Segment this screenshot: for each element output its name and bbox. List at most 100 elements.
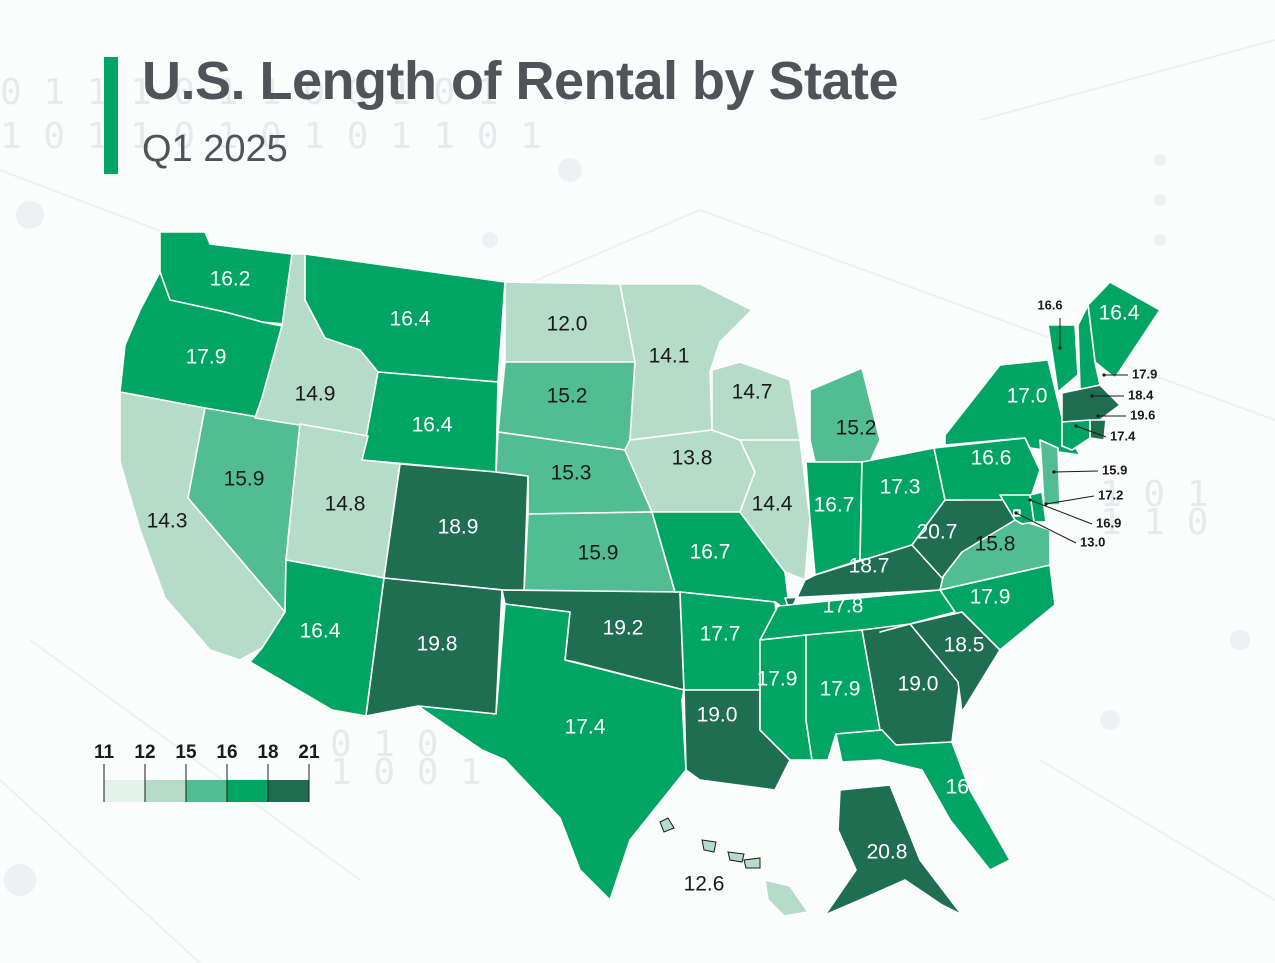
state-value-hi: 12.6 (684, 873, 725, 896)
legend-tick-label: 21 (298, 742, 320, 763)
state-value-ri: 19.6 (1130, 407, 1155, 422)
legend-tick-label: 16 (216, 742, 237, 763)
callout-dot-dc (1014, 511, 1018, 515)
state-value-fl: 16.7 (946, 776, 987, 799)
state-nh (1077, 304, 1101, 391)
legend-swatch (186, 780, 227, 802)
legend-tick-label: 12 (134, 742, 155, 763)
state-value-wv: 20.7 (917, 521, 958, 544)
state-hi-island (659, 817, 675, 833)
state-tx (417, 603, 687, 901)
state-nc (879, 564, 1056, 651)
state-ma (1061, 384, 1121, 423)
callout-dot-de (1044, 502, 1048, 506)
callout-dot-ri (1096, 414, 1100, 418)
state-value-ca: 14.3 (147, 510, 188, 533)
state-value-wy: 16.4 (412, 414, 453, 437)
state-value-ar: 17.7 (700, 623, 741, 646)
state-value-sc: 18.5 (944, 634, 985, 657)
state-value-mi: 15.2 (836, 417, 877, 440)
svg-text:1 0 1: 1 0 1 (1100, 474, 1208, 515)
state-value-ms: 17.9 (757, 668, 798, 691)
page-title: U.S. Length of Rental by State (142, 51, 899, 111)
state-value-ia: 13.8 (672, 447, 713, 470)
state-mn (619, 283, 753, 441)
legend-tick-label: 11 (94, 742, 115, 763)
state-value-oh: 17.3 (880, 476, 921, 499)
state-value-mo: 16.7 (690, 541, 731, 564)
accent-bar (104, 57, 118, 174)
state-value-il: 14.4 (752, 493, 793, 516)
state-vt (1047, 324, 1079, 393)
state-ri (1089, 419, 1107, 441)
callout-dot-nj (1052, 470, 1056, 474)
state-value-pa: 16.6 (971, 447, 1012, 470)
state-value-nj: 15.9 (1102, 462, 1127, 477)
state-value-ct: 17.4 (1110, 428, 1136, 443)
state-value-wi: 14.7 (732, 381, 773, 404)
state-value-ky: 18.7 (849, 555, 890, 578)
callout-dot-ct (1074, 424, 1078, 428)
state-value-mn: 14.1 (649, 345, 690, 368)
state-value-ut: 14.8 (325, 493, 366, 516)
state-value-ne: 15.3 (551, 462, 592, 485)
legend-swatch (104, 780, 145, 802)
state-value-la: 19.0 (697, 704, 738, 727)
callout-line-nj (1053, 470, 1099, 473)
state-value-ny: 17.0 (1007, 385, 1048, 408)
state-value-dc: 13.0 (1080, 534, 1105, 549)
state-ny (944, 359, 1081, 456)
labels-layer: 16.2 17.9 14.3 15.9 14.9 16.4 16.4 14.8 16.4 18.9… (147, 268, 1158, 896)
svg-text:0 1 1 1 0 1 1 0 0 1: 0 1 1 1 0 1 1 0 0 1 0 1 (0, 72, 499, 113)
callout-dot-ma (1090, 394, 1094, 398)
state-mt (304, 253, 506, 383)
state-value-wa: 16.2 (210, 268, 251, 291)
state-ak (824, 784, 963, 916)
state-value-tn: 17.8 (823, 595, 864, 618)
state-value-tx: 17.4 (565, 716, 606, 739)
state-value-de: 17.2 (1098, 487, 1123, 502)
state-mi (809, 367, 881, 463)
state-value-sd: 15.2 (547, 385, 588, 408)
state-value-co: 18.9 (438, 516, 479, 539)
state-value-ak: 20.8 (867, 841, 908, 864)
state-value-mt: 16.4 (390, 308, 431, 331)
state-value-nd: 12.0 (547, 313, 588, 336)
states-layer (119, 231, 1161, 917)
state-me (1087, 281, 1161, 379)
callout-dot-nh (1102, 373, 1106, 377)
state-value-nc: 17.9 (970, 586, 1011, 609)
svg-text:1 0 0 1: 1 0 0 1 (330, 752, 482, 793)
state-fl (835, 729, 1011, 871)
state-wi (711, 361, 801, 449)
state-value-nm: 19.8 (417, 633, 458, 656)
callout-line-de (1045, 495, 1095, 505)
legend-swatch (145, 780, 186, 802)
legend-swatch (268, 780, 309, 802)
state-value-ma: 18.4 (1128, 387, 1154, 402)
state-value-ks: 15.9 (578, 542, 619, 565)
callout-dot-vt (1058, 346, 1062, 350)
state-hi-island (701, 839, 717, 853)
state-value-in: 16.7 (814, 494, 855, 517)
state-value-ok: 19.2 (603, 617, 644, 640)
state-value-nv: 15.9 (224, 468, 265, 491)
legend: 11 12 15 16 18 21 (94, 742, 320, 802)
state-value-or: 17.9 (186, 346, 227, 369)
state-il (739, 439, 811, 581)
legend-swatch (227, 780, 268, 802)
state-ct (1061, 419, 1091, 451)
state-value-az: 16.4 (300, 620, 341, 643)
legend-tick-label: 18 (257, 742, 278, 763)
callout-line-ct (1075, 425, 1107, 438)
callout-line-md (1029, 499, 1093, 525)
legend-tick-label: 15 (175, 742, 197, 763)
state-hi (764, 879, 809, 917)
state-value-id: 14.9 (295, 383, 336, 406)
svg-text:1 0 1 1 0 1 0 1 0 1: 1 0 1 1 0 1 0 1 0 1 1 0 1 (0, 116, 542, 157)
state-value-vt: 16.6 (1037, 297, 1062, 312)
svg-text:1 1 0: 1 1 0 (1100, 502, 1208, 543)
state-nj (1039, 439, 1061, 506)
